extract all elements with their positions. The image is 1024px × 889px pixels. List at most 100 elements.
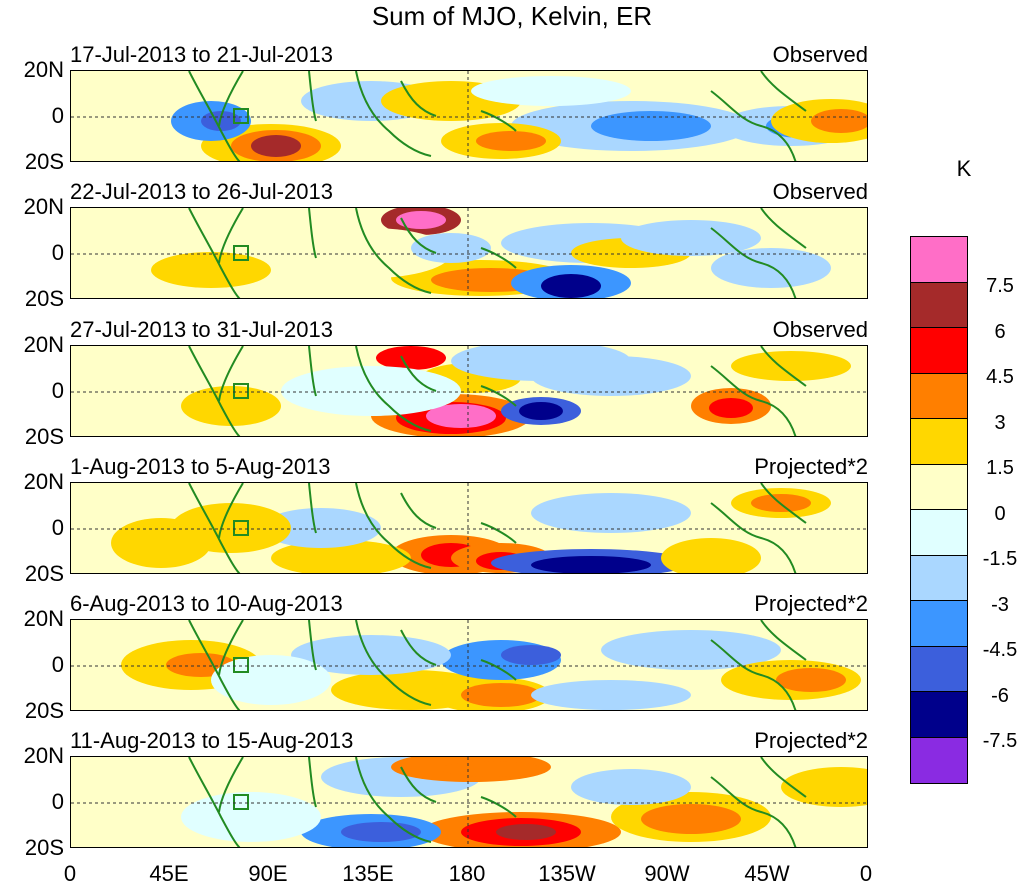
coastline: [355, 620, 432, 706]
anomaly-contour-blob: [571, 769, 691, 805]
colorbar-tick-label: 3: [994, 411, 1006, 434]
coastline: [188, 208, 241, 298]
anomaly-contour-blob: [531, 556, 651, 573]
latitude-tick-label: 20N: [23, 194, 64, 219]
anomaly-map-panel: [70, 756, 868, 848]
anomaly-map-panel: [70, 345, 868, 437]
panel-source-tag: Observed: [772, 317, 868, 342]
panel-date-label: 11-Aug-2013 to 15-Aug-2013: [70, 728, 354, 753]
coastline: [355, 757, 432, 843]
colorbar-tick-label: 7.5: [986, 275, 1014, 297]
latitude-tick-label: 20S: [24, 286, 64, 311]
coastline: [710, 365, 797, 436]
longitude-tick-label: 0: [859, 861, 873, 886]
colorbar-segment: [911, 237, 967, 283]
coastline: [308, 71, 317, 122]
anomaly-contour-blob: [426, 404, 496, 428]
anomaly-contour-blob: [471, 76, 631, 106]
colorbar-segment: [911, 419, 967, 465]
anomaly-contour-blob: [531, 493, 691, 533]
coastline: [355, 346, 432, 432]
longitude-tick-label: 90E: [248, 861, 288, 886]
colorbar-tick-label: -4.5: [982, 639, 1018, 661]
panel-date-label: 22-Jul-2013 to 26-Jul-2013: [70, 179, 333, 204]
region-marker-box: [233, 108, 249, 124]
coastline: [760, 483, 807, 524]
anomaly-contour-field: [71, 620, 867, 710]
colorbar-segment: [911, 328, 967, 374]
coastline: [480, 247, 517, 269]
coastline: [218, 208, 244, 264]
colorbar-tick-label: 1.5: [986, 457, 1014, 479]
region-marker-box: [233, 520, 249, 536]
longitude-tick-label: 135W: [538, 861, 596, 886]
longitude-tick-label: 45W: [744, 861, 790, 886]
panel-date-label: 6-Aug-2013 to 10-Aug-2013: [70, 591, 343, 616]
anomaly-contour-blob: [711, 248, 831, 288]
colorbar-tick-label: 0: [994, 502, 1006, 525]
anomaly-map-panel: [70, 207, 868, 299]
colorbar: [910, 236, 968, 784]
anomaly-map-panel: [70, 70, 868, 162]
anomaly-contour-blob: [181, 386, 281, 426]
anomaly-contour-field: [71, 757, 867, 847]
coastline: [308, 208, 317, 259]
latitude-tick-label: 20S: [24, 424, 64, 449]
longitude-tick-label: 0: [63, 861, 77, 886]
latitude-tick-label: 20S: [24, 149, 64, 174]
anomaly-contour-blob: [271, 540, 411, 573]
anomaly-contour-blob: [541, 274, 601, 298]
coastline: [710, 502, 797, 573]
anomaly-contour-blob: [151, 252, 271, 288]
latitude-tick-label: 0: [51, 378, 64, 403]
anomaly-contour-blob: [519, 402, 563, 420]
coastline: [218, 71, 244, 127]
anomaly-contour-blob: [591, 111, 711, 141]
colorbar-tick-label: -7.5: [982, 730, 1018, 752]
coastline: [710, 776, 797, 847]
colorbar-segment: [911, 282, 967, 328]
anomaly-contour-blob: [731, 351, 851, 381]
anomaly-contour-field: [71, 346, 867, 436]
colorbar-segment: [911, 646, 967, 692]
latitude-tick-label: 20N: [23, 57, 64, 82]
anomaly-contour-blob: [641, 804, 741, 834]
colorbar-segment: [911, 373, 967, 419]
anomaly-contour-blob: [531, 680, 691, 710]
anomaly-contour-blob: [709, 398, 753, 418]
latitude-tick-label: 0: [51, 515, 64, 540]
anomaly-contour-blob: [476, 131, 546, 151]
coastline: [710, 90, 797, 161]
panel-date-label: 17-Jul-2013 to 21-Jul-2013: [70, 42, 333, 67]
coastline: [710, 639, 797, 710]
anomaly-contour-blob: [501, 645, 561, 665]
coastline: [480, 385, 517, 407]
coastline: [188, 620, 241, 710]
latitude-tick-label: 0: [51, 103, 64, 128]
latitude-tick-label: 20N: [23, 743, 64, 768]
colorbar-tick-label: 4.5: [986, 366, 1014, 388]
coastline: [308, 346, 317, 397]
coastline: [188, 71, 241, 161]
coastline: [480, 659, 517, 681]
coastline: [355, 483, 432, 569]
latitude-tick-label: 20S: [24, 698, 64, 723]
coastline: [218, 757, 244, 813]
longitude-tick-label: 45E: [149, 861, 189, 886]
latitude-tick-label: 20S: [24, 561, 64, 586]
colorbar-segment: [911, 555, 967, 601]
latitude-tick-label: 20N: [23, 332, 64, 357]
coastline: [188, 483, 241, 573]
coastline: [188, 757, 241, 847]
coastline: [760, 71, 807, 112]
panel-source-tag: Observed: [772, 42, 868, 67]
region-marker-box: [233, 794, 249, 810]
coastline: [400, 766, 437, 803]
colorbar-segment: [911, 510, 967, 556]
panel-source-tag: Observed: [772, 179, 868, 204]
coastline: [400, 629, 437, 666]
anomaly-contour-blob: [781, 767, 867, 807]
anomaly-contour-blob: [776, 668, 846, 692]
anomaly-contour-blob: [181, 792, 321, 842]
coastline: [480, 110, 517, 132]
